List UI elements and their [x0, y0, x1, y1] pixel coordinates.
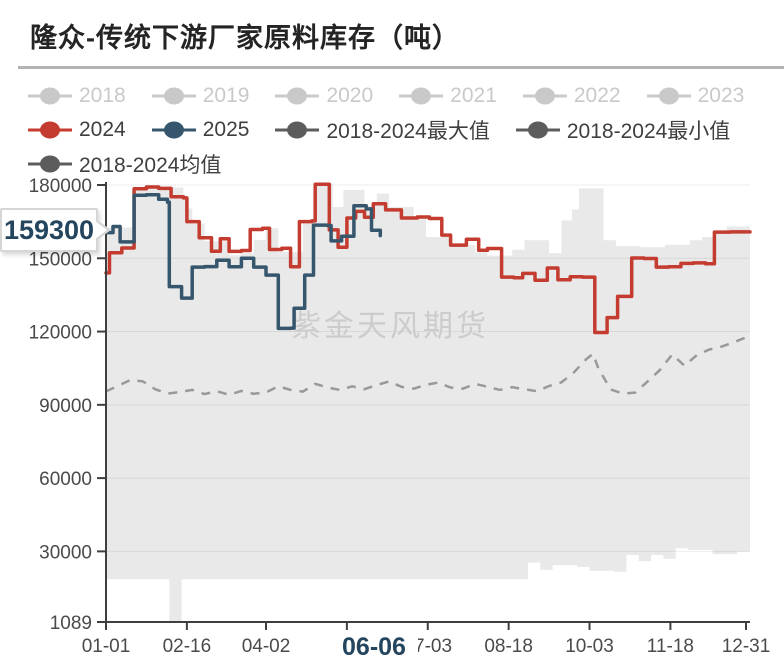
- x-tick-label-10-03: 10-03: [565, 636, 614, 657]
- legend-series-marker-icon: [28, 87, 72, 105]
- legend-item-2020[interactable]: 2020: [275, 79, 373, 113]
- legend-item-2018-2024最小值[interactable]: 2018-2024最小值: [515, 113, 731, 147]
- legend-series-marker-icon: [151, 121, 196, 139]
- minmax-band: [106, 184, 750, 622]
- legend-series-marker-icon: [646, 87, 691, 105]
- legend-series-marker-icon: [522, 87, 567, 105]
- latest-value-text: 159300: [3, 214, 95, 245]
- mean-line-2018-2024: [105, 336, 747, 397]
- legend-label: 2023: [697, 84, 745, 107]
- legend-label: 2018-2024最大值: [326, 120, 490, 143]
- legend-item-2023[interactable]: 2023: [646, 79, 745, 113]
- x-tick-label-02-16: 02-16: [163, 636, 212, 657]
- x-tick-label-12-31: 12-31: [722, 636, 771, 657]
- legend-series-marker-icon: [275, 87, 320, 105]
- x-tick-label-04-02: 04-02: [242, 636, 291, 657]
- latest-value-callout: 159300: [0, 208, 98, 252]
- latest-date-callout: 06-06: [316, 630, 418, 664]
- legend: 2018 2019 2020 2021 2022 2023 2024 2025 2018-202…: [28, 79, 778, 181]
- legend-series-marker-icon: [28, 155, 72, 173]
- x-tick-label-01-01: 01-01: [82, 636, 131, 657]
- y-tick-label-60000: 60000: [39, 469, 92, 490]
- legend-item-2022[interactable]: 2022: [522, 79, 621, 113]
- legend-item-2025[interactable]: 2025: [151, 113, 250, 147]
- series-line-2024: [104, 182, 752, 335]
- legend-label: 2018-2024均值: [79, 154, 222, 177]
- legend-label: 2025: [202, 118, 250, 141]
- y-tick-label-180000: 180000: [29, 176, 92, 197]
- legend-item-2024[interactable]: 2024: [28, 113, 126, 147]
- legend-label: 2019: [202, 84, 250, 107]
- y-tick-label-150000: 150000: [29, 249, 92, 270]
- y-tick-label-120000: 120000: [29, 323, 92, 344]
- legend-series-marker-icon: [151, 87, 196, 105]
- x-tick-label-11-18: 11-18: [647, 636, 694, 657]
- legend-item-2019[interactable]: 2019: [151, 79, 250, 113]
- legend-series-marker-icon: [399, 87, 444, 105]
- legend-item-2021[interactable]: 2021: [399, 79, 497, 113]
- legend-series-marker-icon: [515, 121, 560, 139]
- legend-label: 2024: [79, 118, 126, 141]
- legend-item-2018-2024最大值[interactable]: 2018-2024最大值: [275, 113, 490, 147]
- series-line-2025: [104, 193, 383, 331]
- y-tick-label-30000: 30000: [39, 542, 92, 563]
- legend-label: 2020: [326, 84, 374, 107]
- watermark: 紫金天风期货: [291, 310, 489, 343]
- y-tick-label-1089: 1089: [50, 613, 92, 634]
- legend-label: 2018-2024最小值: [566, 120, 731, 143]
- legend-series-marker-icon: [275, 121, 320, 139]
- legend-label: 2022: [573, 84, 621, 107]
- x-tick-label-08-18: 08-18: [484, 636, 533, 657]
- legend-item-2018-2024均值[interactable]: 2018-2024均值: [28, 147, 221, 181]
- y-tick-label-90000: 90000: [39, 396, 92, 417]
- chart-title: 隆众-传统下游厂家原料库存（吨）: [30, 23, 460, 53]
- legend-series-marker-icon: [28, 121, 72, 139]
- legend-label: 2018: [79, 84, 126, 107]
- legend-label: 2021: [450, 84, 497, 107]
- title-divider: [18, 66, 784, 69]
- legend-item-2018[interactable]: 2018: [28, 79, 126, 113]
